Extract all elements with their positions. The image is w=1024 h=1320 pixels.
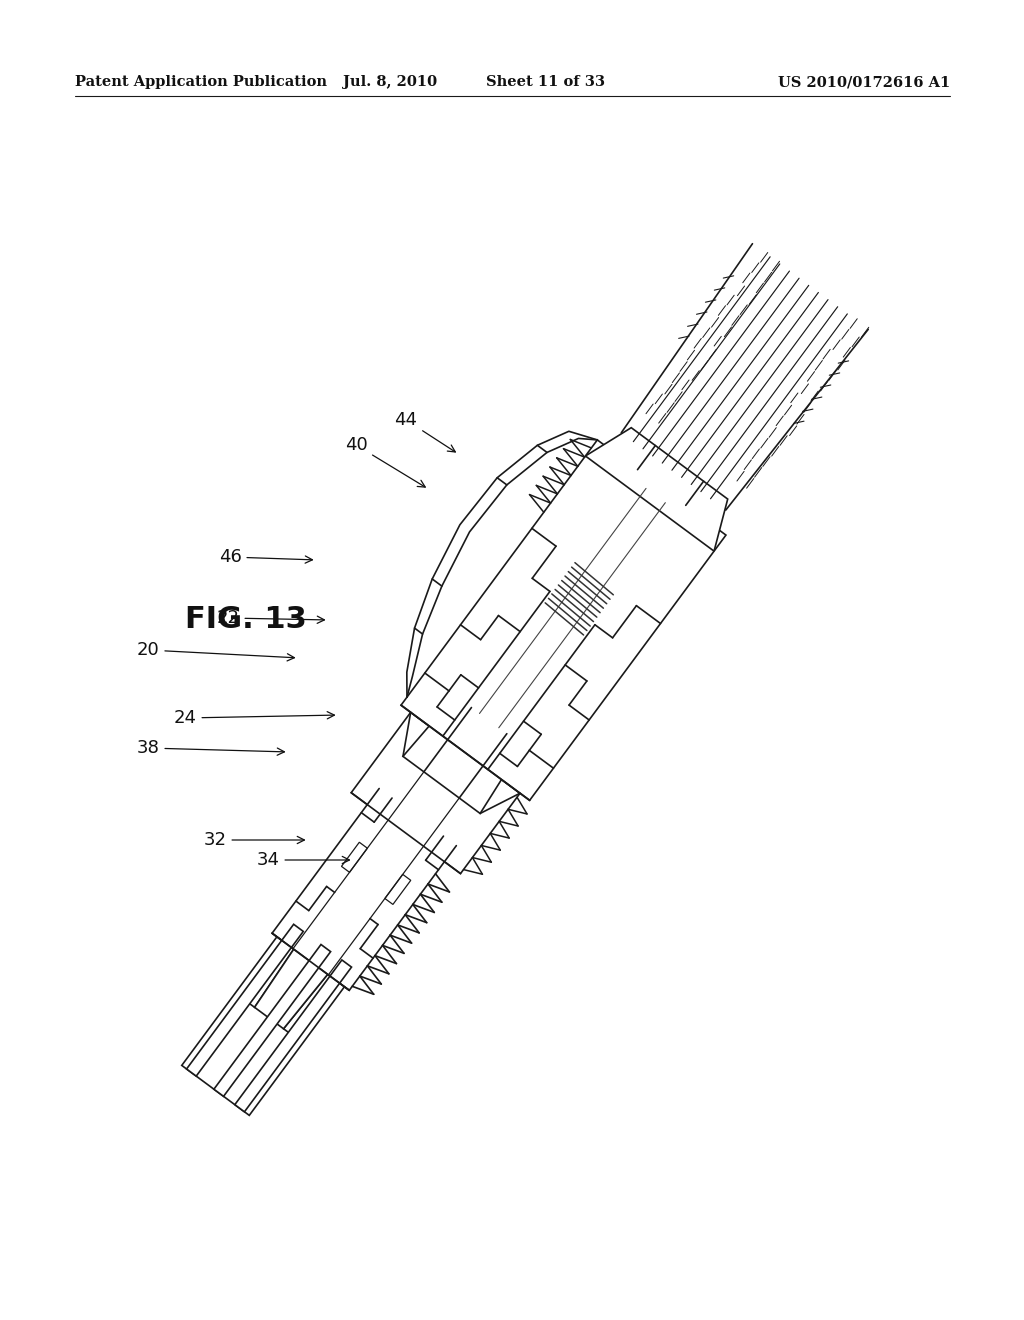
Text: US 2010/0172616 A1: US 2010/0172616 A1	[778, 75, 950, 88]
Text: 24: 24	[173, 709, 335, 727]
Polygon shape	[351, 713, 520, 874]
Polygon shape	[181, 921, 356, 1115]
Text: 46: 46	[218, 548, 312, 566]
Polygon shape	[214, 945, 331, 1097]
Polygon shape	[385, 874, 411, 904]
Polygon shape	[234, 960, 351, 1111]
Text: 22: 22	[216, 609, 325, 627]
Polygon shape	[284, 958, 348, 1035]
Text: FIG. 13: FIG. 13	[185, 606, 307, 635]
Text: 40: 40	[345, 436, 425, 487]
Polygon shape	[403, 708, 507, 813]
Polygon shape	[586, 428, 728, 552]
Polygon shape	[290, 973, 335, 1028]
Text: 34: 34	[256, 851, 349, 869]
Text: Sheet 11 of 33: Sheet 11 of 33	[485, 75, 604, 88]
Text: Patent Application Publication: Patent Application Publication	[75, 75, 327, 88]
Text: Jul. 8, 2010: Jul. 8, 2010	[343, 75, 437, 88]
Polygon shape	[272, 756, 480, 990]
Polygon shape	[260, 952, 326, 1020]
Text: 32: 32	[204, 832, 304, 849]
Text: 20: 20	[136, 642, 295, 661]
Polygon shape	[255, 933, 340, 1028]
Polygon shape	[341, 842, 368, 873]
Text: 44: 44	[394, 411, 456, 451]
Polygon shape	[401, 440, 726, 800]
Text: 38: 38	[136, 739, 285, 756]
Polygon shape	[251, 944, 296, 999]
Polygon shape	[186, 924, 303, 1076]
Polygon shape	[247, 927, 305, 1007]
